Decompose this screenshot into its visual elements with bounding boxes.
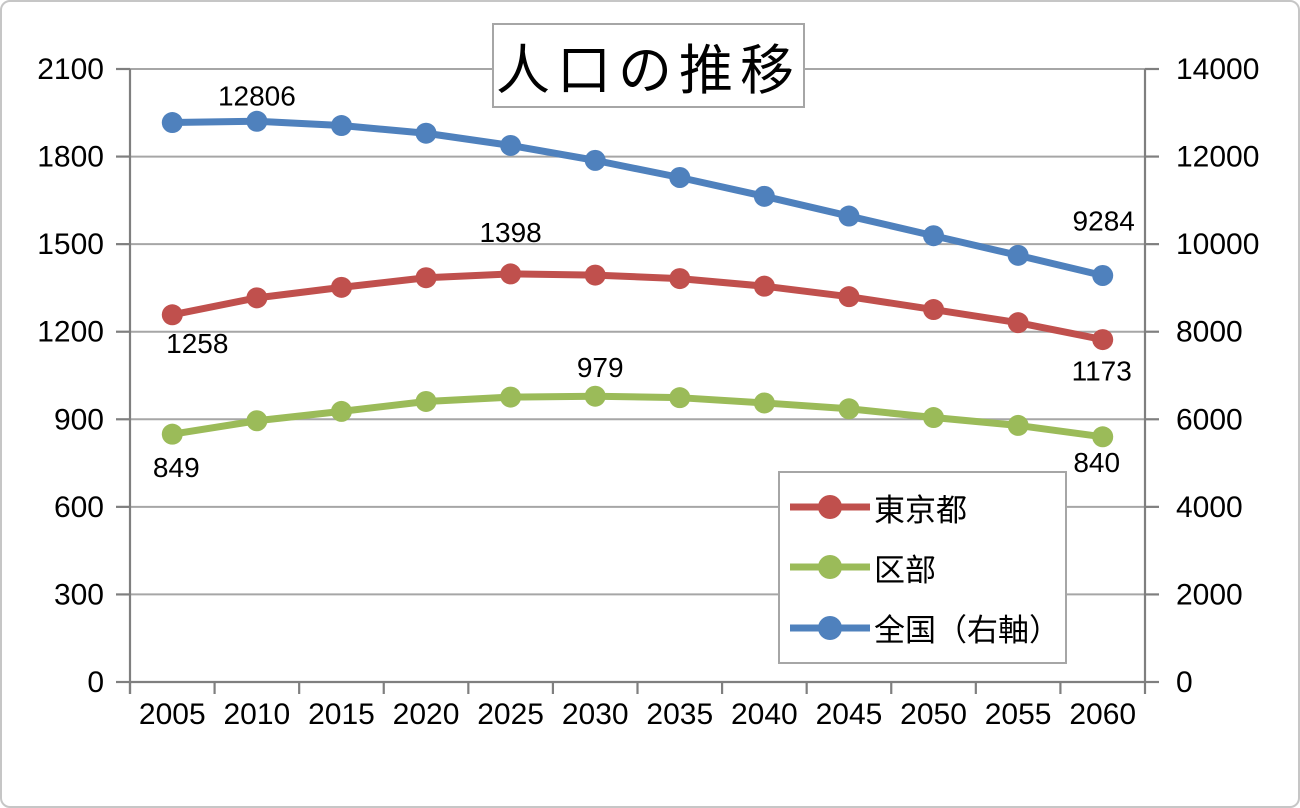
data-label-tokyo-2025: 1398 — [479, 217, 541, 248]
y-axis-left-tick-label: 1800 — [37, 141, 104, 174]
series-marker-zenkoku-right-axis — [584, 149, 606, 171]
series-marker-tokyo — [1092, 329, 1114, 351]
legend-label: 全国（右軸） — [874, 613, 1060, 649]
x-axis-tick-label: 2060 — [1069, 698, 1136, 731]
legend-item-kubu: 区部 — [788, 539, 1065, 595]
series-marker-tokyo — [415, 267, 437, 289]
chart-title: 人口の推移 — [496, 41, 801, 101]
x-axis-tick-label: 2055 — [985, 698, 1052, 731]
series-marker-tokyo — [838, 286, 860, 308]
data-label-zenkoku-right-axis-2010: 12806 — [218, 80, 296, 111]
y-axis-left-tick-label: 1200 — [37, 316, 104, 349]
data-label-kubu-2060: 840 — [1073, 447, 1120, 478]
legend-line-marker-icon — [790, 555, 870, 580]
x-axis-tick-label: 2040 — [731, 698, 798, 731]
y-axis-right-tick-label: 12000 — [1176, 141, 1259, 174]
x-axis-tick-label: 2050 — [900, 698, 967, 731]
series-marker-zenkoku-right-axis — [330, 115, 352, 137]
y-axis-left-tick-label: 300 — [54, 578, 104, 611]
data-label-zenkoku-right-axis-2060: 9284 — [1073, 205, 1135, 236]
legend-label: 東京都 — [874, 492, 967, 528]
legend-item-tokyo: 東京都 — [788, 479, 1065, 535]
series-line-kubu — [168, 392, 1107, 441]
legend-label: 区部 — [874, 552, 936, 588]
series-marker-zenkoku-right-axis — [500, 134, 522, 156]
series-marker-kubu — [500, 386, 522, 408]
series-marker-tokyo — [584, 264, 606, 286]
x-axis-tick-label: 2010 — [224, 698, 291, 731]
y-axis-right-tick-label: 10000 — [1176, 228, 1259, 261]
series-marker-tokyo — [753, 275, 775, 297]
y-axis-left-tick-label: 0 — [87, 666, 104, 699]
y-axis-right-tick-label: 0 — [1176, 666, 1193, 699]
series-marker-kubu — [1007, 414, 1029, 436]
y-axis-right-tick-label: 4000 — [1176, 491, 1243, 524]
series-marker-kubu — [161, 423, 183, 445]
x-axis-tick-label: 2005 — [139, 698, 206, 731]
chart-legend: 東京都 区部 全国（右軸） — [778, 471, 1067, 664]
y-axis-left-tick-label: 600 — [54, 491, 104, 524]
series-marker-tokyo — [330, 276, 352, 298]
series-marker-tokyo — [246, 287, 268, 309]
series-marker-zenkoku-right-axis — [669, 167, 691, 189]
series-marker-kubu — [330, 400, 352, 422]
x-axis-tick-label: 2030 — [562, 698, 629, 731]
series-marker-kubu — [753, 392, 775, 414]
series-marker-zenkoku-right-axis — [753, 185, 775, 207]
series-marker-zenkoku-right-axis — [1092, 264, 1114, 286]
series-marker-kubu — [246, 410, 268, 432]
data-label-kubu-2005: 849 — [153, 452, 200, 483]
y-axis-left-tick-label: 1500 — [37, 228, 104, 261]
series-marker-tokyo — [161, 304, 183, 326]
legend-line-marker-icon — [790, 615, 870, 640]
series-marker-zenkoku-right-axis — [415, 122, 437, 144]
series-marker-kubu — [1092, 426, 1114, 448]
legend-item-zenkoku: 全国（右軸） — [788, 600, 1065, 656]
series-line-zenkoku-right-axis — [168, 117, 1107, 279]
series-marker-tokyo — [669, 268, 691, 290]
x-axis-tick-label: 2020 — [393, 698, 460, 731]
series-marker-tokyo — [1007, 312, 1029, 334]
series-marker-kubu — [669, 387, 691, 409]
series-marker-kubu — [923, 407, 945, 429]
series-marker-kubu — [838, 398, 860, 420]
x-axis-tick-label: 2045 — [816, 698, 883, 731]
series-marker-zenkoku-right-axis — [838, 205, 860, 227]
x-axis-tick-label: 2035 — [646, 698, 713, 731]
data-label-tokyo-2060: 1173 — [1072, 356, 1132, 387]
series-marker-tokyo — [923, 299, 945, 321]
y-axis-right-tick-label: 14000 — [1176, 53, 1259, 86]
x-axis-tick-label: 2015 — [308, 698, 375, 731]
series-marker-tokyo — [500, 263, 522, 285]
y-axis-left-tick-label: 900 — [54, 403, 104, 436]
series-marker-zenkoku-right-axis — [1007, 244, 1029, 266]
series-line-tokyo — [168, 270, 1107, 344]
y-axis-left-tick-label: 2100 — [37, 53, 104, 86]
y-axis-right-tick-label: 2000 — [1176, 578, 1243, 611]
series-marker-kubu — [584, 385, 606, 407]
y-axis-right-tick-label: 8000 — [1176, 316, 1243, 349]
series-marker-kubu — [415, 390, 437, 412]
chart-title-box: 人口の推移 — [492, 23, 805, 108]
y-axis-right-tick-label: 6000 — [1176, 403, 1243, 436]
series-marker-zenkoku-right-axis — [923, 225, 945, 247]
data-label-kubu-2030: 979 — [577, 352, 624, 383]
x-axis-tick-label: 2025 — [477, 698, 544, 731]
legend-line-marker-icon — [790, 495, 870, 520]
series-marker-zenkoku-right-axis — [161, 112, 183, 134]
series-marker-zenkoku-right-axis — [246, 110, 268, 132]
data-label-tokyo-2005: 1258 — [166, 328, 228, 359]
